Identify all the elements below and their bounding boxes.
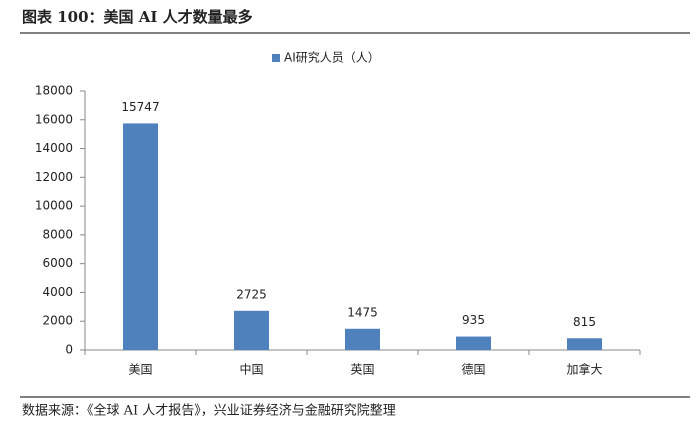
bar xyxy=(567,338,602,350)
x-tick-label: 英国 xyxy=(350,363,374,377)
x-tick-label: 中国 xyxy=(239,362,263,377)
source-note: 数据来源：《全球 AI 人才报告》，兴业证券经济与金融研究院整理 xyxy=(22,403,396,419)
bar xyxy=(345,328,380,350)
y-tick-label: 0 xyxy=(65,343,73,357)
data-label: 815 xyxy=(573,315,596,329)
data-label: 935 xyxy=(462,313,485,327)
data-label: 2725 xyxy=(236,287,267,301)
bar xyxy=(123,123,158,350)
legend-swatch xyxy=(272,54,280,62)
legend-label: AI研究人员（人） xyxy=(284,50,380,65)
y-tick-label: 4000 xyxy=(42,285,73,299)
chart-title: 图表 100：美国 AI 人才数量最多 xyxy=(22,8,253,26)
data-label: 15747 xyxy=(121,100,159,114)
y-tick-label: 8000 xyxy=(42,227,73,241)
bar xyxy=(234,310,269,350)
y-tick-label: 16000 xyxy=(35,112,73,126)
y-tick-label: 12000 xyxy=(35,170,73,184)
y-tick-label: 10000 xyxy=(35,199,73,213)
x-tick-label: 加拿大 xyxy=(566,362,602,377)
y-tick-label: 14000 xyxy=(35,141,73,155)
y-tick-label: 2000 xyxy=(42,314,73,328)
x-tick-label: 德国 xyxy=(461,362,485,377)
y-tick-label: 18000 xyxy=(35,84,73,98)
data-label: 1475 xyxy=(347,305,378,319)
bar xyxy=(456,336,491,350)
y-tick-label: 6000 xyxy=(42,256,73,270)
x-tick-label: 美国 xyxy=(128,363,152,377)
